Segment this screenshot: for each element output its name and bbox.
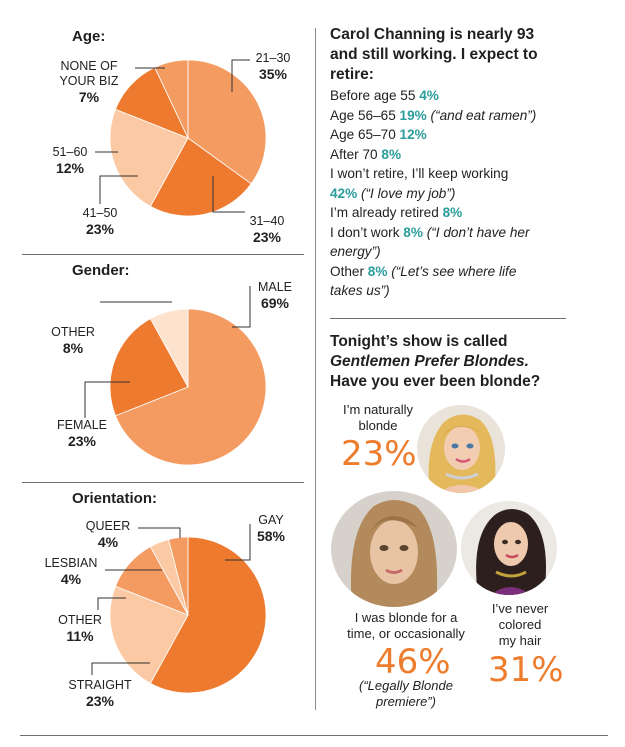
- age-label-nobiz: NONE OF YOUR BIZ 7%: [59, 59, 119, 105]
- leader-line: [91, 662, 150, 675]
- gender-label-other: OTHER 8%: [51, 325, 95, 356]
- divider-age-gender: [22, 254, 304, 255]
- orientation-pie-chart: [91, 524, 267, 694]
- orientation-label-lesbian: LESBIAN 4%: [44, 556, 98, 587]
- never-colored-pct: 31%: [488, 650, 564, 690]
- leader-line: [225, 524, 251, 561]
- pie-slice-queer: [168, 536, 189, 616]
- pie-slice-21-30: [187, 59, 267, 185]
- leader-line: [212, 176, 245, 213]
- age-label-21-30: 21–30 35%: [255, 51, 291, 82]
- pie-slice-other: [149, 308, 189, 388]
- pie-slice-none-of-your-biz: [154, 59, 189, 139]
- never-colored-caption: I’ve never colored my hair: [491, 601, 549, 648]
- pie-slice-male: [114, 308, 267, 466]
- pie-slice-female: [109, 318, 189, 417]
- orientation-label-other: OTHER 11%: [58, 613, 102, 644]
- age-chart-title: Age:: [72, 28, 106, 45]
- column-divider: [315, 28, 316, 710]
- leader-line: [138, 527, 181, 538]
- retire-section: Carol Channing is nearly 93 and still wo…: [330, 25, 620, 301]
- naturally-blonde-caption: I’m naturally blonde: [342, 402, 414, 433]
- dark-hair-doll-image: [461, 501, 557, 595]
- leader-line: [232, 286, 251, 328]
- retire-option: I won’t retire, I’ll keep working 42% (“I…: [330, 166, 509, 201]
- age-label-31-40: 31–40 23%: [249, 214, 285, 245]
- leader-line: [97, 597, 126, 610]
- retire-option: After 70 8%: [330, 146, 402, 162]
- divider-retire-blonde: [330, 318, 566, 319]
- leader-line: [84, 381, 130, 418]
- naturally-blonde-pct: 23%: [341, 434, 417, 474]
- age-pie-chart: [95, 59, 267, 217]
- light-brown-doll-image: [331, 491, 457, 607]
- pie-slice-straight: [109, 585, 189, 684]
- orientation-label-straight: STRAIGHT 23%: [68, 678, 132, 709]
- blonde-question: Tonight’s show is called Gentlemen Prefe…: [330, 333, 541, 390]
- orientation-chart-title: Orientation:: [72, 490, 157, 507]
- retire-option: Age 56–65 19% (“and eat ramen”): [330, 107, 537, 123]
- orientation-label-queer: QUEER 4%: [85, 519, 131, 550]
- gender-chart-title: Gender:: [72, 262, 130, 279]
- blonde-doll-image: [417, 405, 505, 493]
- pie-slice-gay: [149, 536, 267, 694]
- age-label-41-50: 41–50 23%: [82, 206, 118, 237]
- sometime-blonde-pct: 46%: [375, 642, 451, 682]
- gender-label-female: FEMALE 23%: [56, 418, 107, 449]
- leader-line: [231, 59, 250, 92]
- retire-option: I’m already retired 8%: [330, 205, 463, 220]
- retire-question: Carol Channing is nearly 93 and still wo…: [330, 26, 538, 83]
- sometime-blonde-note: (“Legally Blonde premiere”): [359, 678, 453, 709]
- divider-gender-orientation: [22, 482, 304, 483]
- retire-option: Age 65–70 12%: [330, 127, 427, 142]
- sometime-blonde-caption: I was blonde for a time, or occasionally: [347, 610, 465, 641]
- pie-slice-31-40: [149, 137, 252, 217]
- gender-pie-chart: [84, 286, 267, 466]
- age-label-51-60: 51–60 12%: [52, 145, 88, 176]
- gender-label-male: MALE 69%: [257, 280, 293, 311]
- retire-option: Before age 55 4%: [330, 88, 439, 103]
- orientation-label-gay: GAY 58%: [256, 513, 286, 544]
- retire-option: Other 8% (“Let’s see where life takes us”…: [330, 263, 517, 299]
- leader-line: [99, 175, 138, 204]
- retire-option: I don’t work 8% (“I don’t have her energy…: [330, 224, 530, 260]
- pie-slice-41-50: [109, 108, 189, 207]
- bottom-rule: [20, 735, 608, 736]
